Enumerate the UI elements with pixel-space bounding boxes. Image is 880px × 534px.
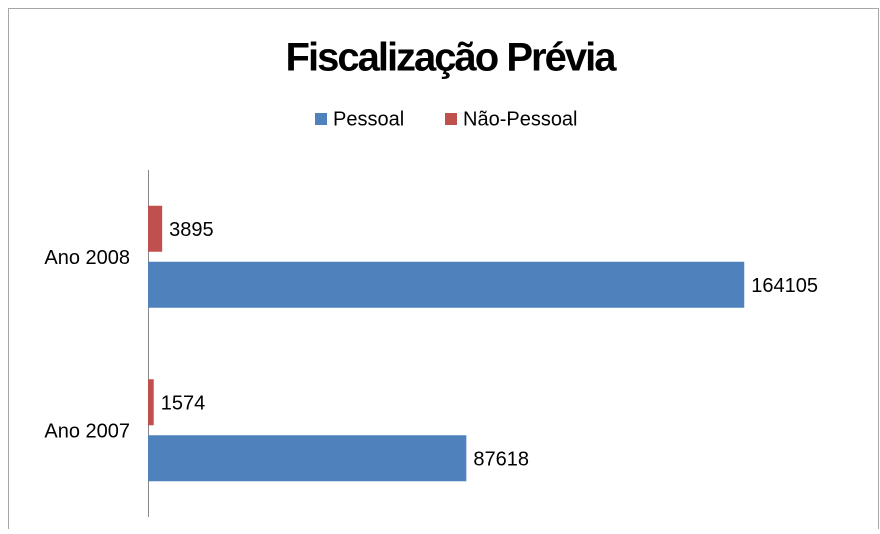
data-label: 164105	[751, 275, 818, 297]
legend-swatch	[445, 113, 457, 125]
data-label: 87618	[473, 449, 529, 471]
legend-swatch	[315, 113, 327, 125]
legend-label: Pessoal	[333, 108, 404, 130]
data-label: 1574	[161, 393, 206, 415]
legend-label: Não-Pessoal	[463, 108, 578, 130]
y-tick-label: Ano 2008	[44, 247, 130, 269]
y-tick-label: Ano 2007	[44, 421, 130, 443]
data-label: 3895	[169, 219, 214, 241]
bar	[148, 261, 745, 308]
chart-title: Fiscalização Prévia	[286, 36, 618, 80]
bar	[148, 435, 467, 482]
bar	[148, 379, 154, 426]
bar	[148, 205, 163, 252]
